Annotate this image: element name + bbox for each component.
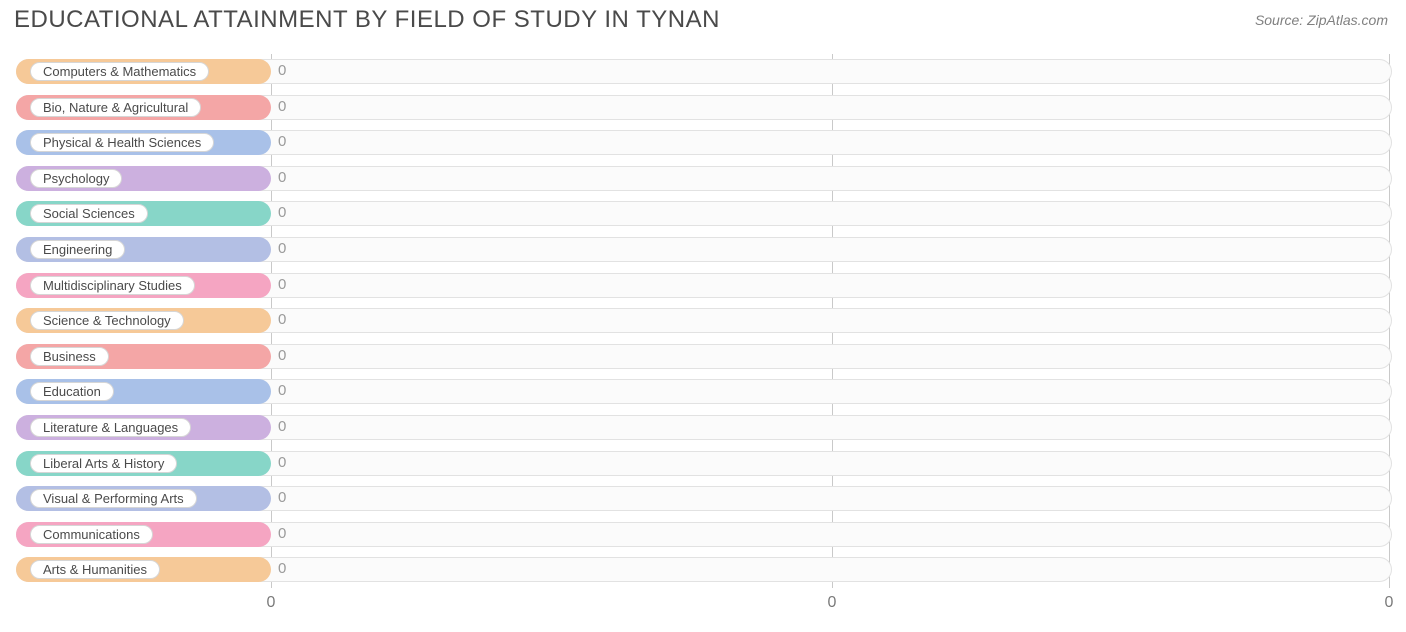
category-label: Arts & Humanities	[30, 560, 160, 579]
category-label: Communications	[30, 525, 153, 544]
category-label: Education	[30, 382, 114, 401]
value-label: 0	[278, 347, 286, 364]
bar-row: Liberal Arts & History 0	[16, 446, 1392, 482]
x-tick: 0	[828, 594, 837, 612]
value-label: 0	[278, 276, 286, 293]
value-label: 0	[278, 133, 286, 150]
category-label: Physical & Health Sciences	[30, 133, 214, 152]
bar-row: Physical & Health Sciences 0	[16, 125, 1392, 161]
category-label: Bio, Nature & Agricultural	[30, 98, 201, 117]
category-label: Science & Technology	[30, 311, 184, 330]
bar-row: Engineering 0	[16, 232, 1392, 268]
category-label: Social Sciences	[30, 204, 148, 223]
category-label: Multidisciplinary Studies	[30, 276, 195, 295]
bar-row: Multidisciplinary Studies 0	[16, 268, 1392, 304]
category-label: Business	[30, 347, 109, 366]
value-label: 0	[278, 454, 286, 471]
bar-row: Computers & Mathematics 0	[16, 54, 1392, 90]
chart-source: Source: ZipAtlas.com	[1255, 12, 1388, 28]
category-label: Visual & Performing Arts	[30, 489, 197, 508]
value-label: 0	[278, 525, 286, 542]
value-label: 0	[278, 204, 286, 221]
value-label: 0	[278, 98, 286, 115]
bar-row: Psychology 0	[16, 161, 1392, 197]
x-tick: 0	[267, 594, 276, 612]
category-label: Computers & Mathematics	[30, 62, 209, 81]
value-label: 0	[278, 560, 286, 577]
bar-row: Business 0	[16, 339, 1392, 375]
bar-row: Literature & Languages 0	[16, 410, 1392, 446]
chart-title: EDUCATIONAL ATTAINMENT BY FIELD OF STUDY…	[14, 6, 720, 34]
bar-row: Bio, Nature & Agricultural 0	[16, 90, 1392, 126]
x-tick: 0	[1385, 594, 1394, 612]
value-label: 0	[278, 311, 286, 328]
value-label: 0	[278, 62, 286, 79]
bar-row: Visual & Performing Arts 0	[16, 481, 1392, 517]
category-label: Psychology	[30, 169, 122, 188]
value-label: 0	[278, 418, 286, 435]
bar-row: Social Sciences 0	[16, 196, 1392, 232]
value-label: 0	[278, 382, 286, 399]
bar-row: Arts & Humanities 0	[16, 552, 1392, 588]
category-label: Liberal Arts & History	[30, 454, 177, 473]
chart-container: EDUCATIONAL ATTAINMENT BY FIELD OF STUDY…	[0, 0, 1406, 632]
bar-row: Science & Technology 0	[16, 303, 1392, 339]
value-label: 0	[278, 489, 286, 506]
bar-row: Education 0	[16, 374, 1392, 410]
category-label: Engineering	[30, 240, 125, 259]
plot-area: Computers & Mathematics0Bio, Nature & Ag…	[16, 54, 1392, 588]
value-label: 0	[278, 240, 286, 257]
category-label: Literature & Languages	[30, 418, 191, 437]
bar-row: Communications 0	[16, 517, 1392, 553]
x-axis: 0 0 0	[16, 594, 1392, 618]
value-label: 0	[278, 169, 286, 186]
